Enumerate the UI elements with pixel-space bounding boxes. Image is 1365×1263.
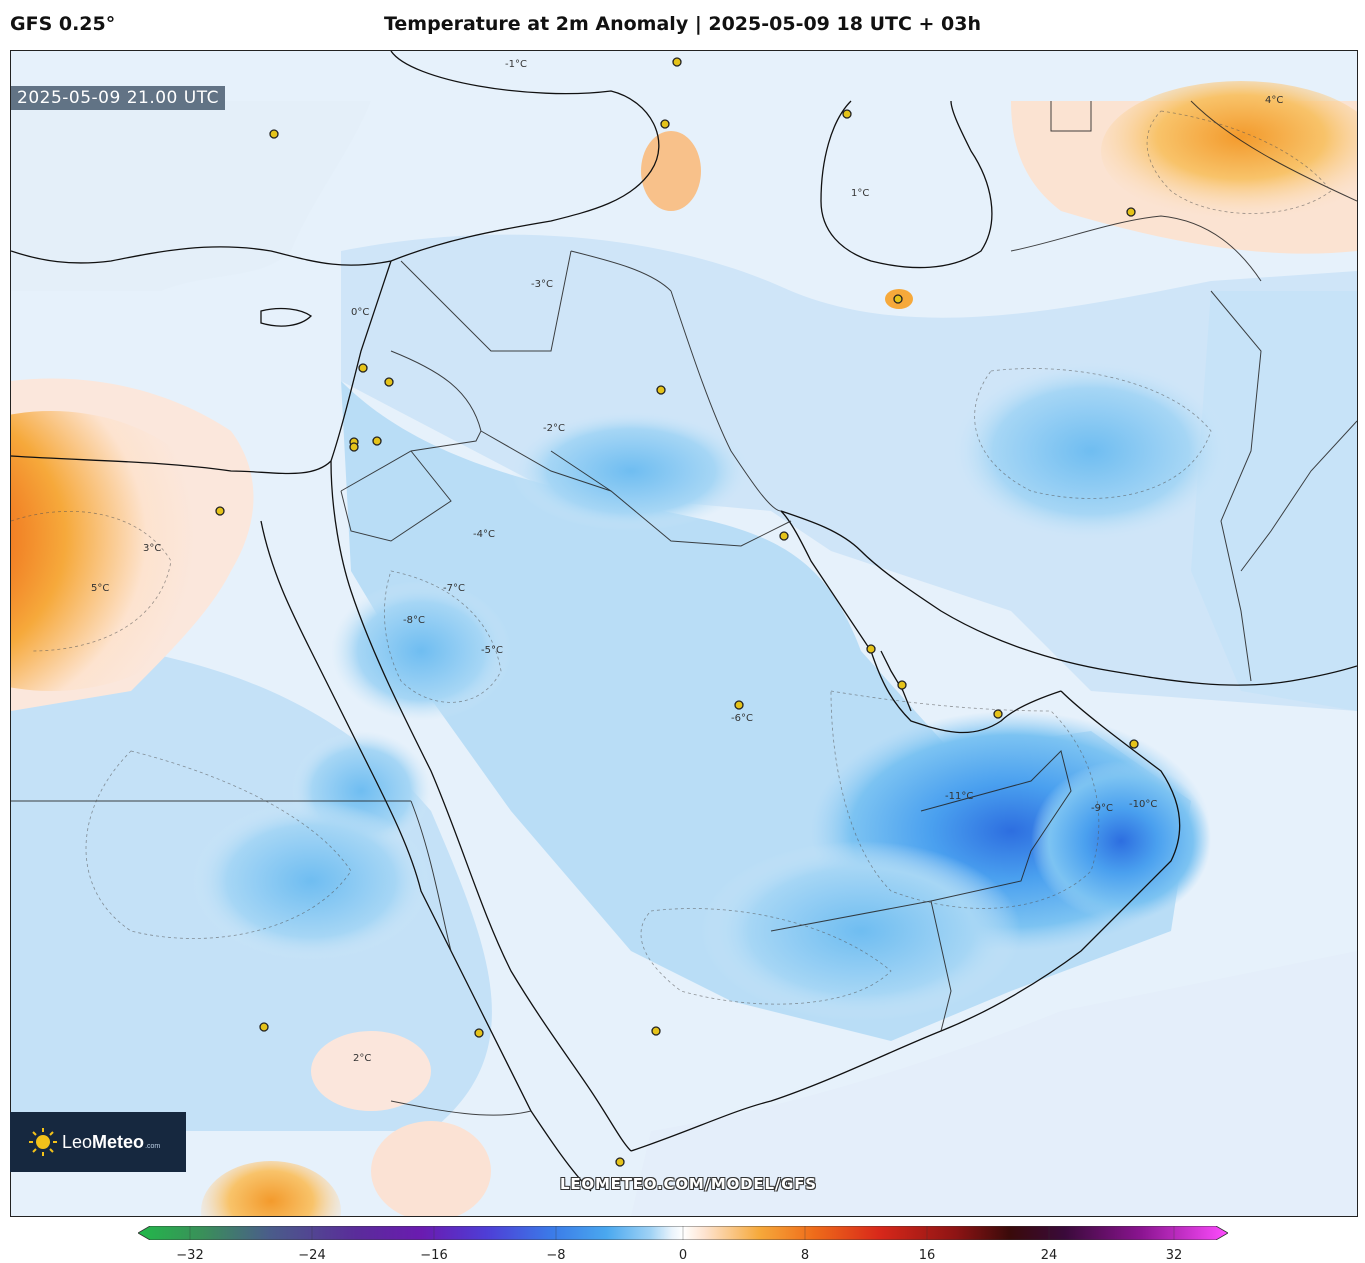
sun-icon xyxy=(29,1128,57,1156)
valid-time-label: 2025-05-09 21.00 UTC xyxy=(11,86,225,110)
cold-core-south-arabia xyxy=(701,841,1021,1021)
city-dot[interactable] xyxy=(842,109,852,119)
map-title: Temperature at 2m Anomaly | 2025-05-09 1… xyxy=(383,13,982,35)
contour-label: -6°C xyxy=(731,713,753,724)
colorbar-tick: 0 xyxy=(678,1248,688,1263)
contour-label: -9°C xyxy=(1091,803,1113,814)
warm-sudan-south xyxy=(311,1031,431,1111)
city-dot[interactable] xyxy=(993,709,1003,719)
contour-label: -11°C xyxy=(945,791,973,802)
city-dot[interactable] xyxy=(660,119,670,129)
warm-caucasus xyxy=(641,131,701,211)
logo-name-bold: Meteo xyxy=(92,1131,145,1152)
cold-core-oman xyxy=(1031,761,1211,921)
city-dot[interactable] xyxy=(349,442,359,452)
colorbar-tick: −16 xyxy=(420,1248,448,1263)
field-cool-north xyxy=(341,234,1357,711)
cold-core-hejaz xyxy=(331,581,511,721)
contour-labels: -1°C 0°C 1°C -2°C -3°C -4°C -5°C -6°C -7… xyxy=(91,59,1283,1064)
city-dot[interactable] xyxy=(259,1022,269,1032)
city-dot[interactable] xyxy=(1129,739,1139,749)
contour-label: -1°C xyxy=(505,59,527,70)
city-dot[interactable] xyxy=(269,129,279,139)
contour-label: 0°C xyxy=(351,307,369,318)
hot-core-ethiopia xyxy=(201,1161,341,1216)
city-dot[interactable] xyxy=(893,294,903,304)
city-dot[interactable] xyxy=(358,363,368,373)
warm-eritrea xyxy=(371,1121,491,1216)
model-label: GFS 0.25° xyxy=(10,13,116,35)
city-dot[interactable] xyxy=(672,57,682,67)
logo-text: LeoMeteo xyxy=(62,1132,144,1153)
field-cool-pakistan xyxy=(1191,291,1357,711)
city-dot[interactable] xyxy=(474,1028,484,1038)
cold-core-syria xyxy=(511,411,751,531)
contour-label: 3°C xyxy=(143,543,161,554)
hot-core-central-asia xyxy=(1101,81,1357,221)
cold-core-iran xyxy=(951,361,1231,541)
colorbar-tick: 8 xyxy=(800,1248,810,1263)
borders xyxy=(11,100,1357,1116)
colorbar-tick: −32 xyxy=(176,1248,204,1263)
contour-label: 2°C xyxy=(353,1053,371,1064)
city-dot[interactable] xyxy=(897,680,907,690)
anomaly-map: -1°C 0°C 1°C -2°C -3°C -4°C -5°C -6°C -7… xyxy=(11,51,1357,1216)
contour-label: -4°C xyxy=(473,529,495,540)
city-dot[interactable] xyxy=(215,506,225,516)
city-dot[interactable] xyxy=(656,385,666,395)
sea-arabian xyxy=(631,951,1357,1216)
sea-aegean xyxy=(11,101,371,291)
contour-label: -10°C xyxy=(1129,799,1157,810)
city-dot[interactable] xyxy=(779,531,789,541)
colorbar-tick: −8 xyxy=(546,1248,566,1263)
city-dot[interactable] xyxy=(372,436,382,446)
logo-name-light: Leo xyxy=(62,1131,93,1152)
contour-label: 5°C xyxy=(91,583,109,594)
cold-core-sudan xyxy=(191,801,431,961)
contour-label: -5°C xyxy=(481,645,503,656)
city-dot[interactable] xyxy=(866,644,876,654)
coastlines xyxy=(11,51,1357,1192)
colorbar-tick: 16 xyxy=(918,1248,936,1263)
contour-label: -2°C xyxy=(543,423,565,434)
city-dot[interactable] xyxy=(615,1157,625,1167)
map-panel[interactable]: -1°C 0°C 1°C -2°C -3°C -4°C -5°C -6°C -7… xyxy=(10,50,1358,1217)
contour-label: 1°C xyxy=(851,188,869,199)
city-dot[interactable] xyxy=(651,1026,661,1036)
city-markers xyxy=(215,57,1139,1167)
colorbar-tick: −24 xyxy=(298,1248,326,1263)
contour-label: 4°C xyxy=(1265,95,1283,106)
leometeo-logo[interactable]: LeoMeteo .com xyxy=(10,1112,186,1172)
contour-label: -8°C xyxy=(403,615,425,626)
colorbar xyxy=(138,1226,1228,1240)
source-watermark: LEOMETEO.COM/MODEL/GFS xyxy=(560,1175,817,1193)
contour-lines xyxy=(11,110,1332,1005)
city-dot[interactable] xyxy=(384,377,394,387)
logo-domain: .com xyxy=(145,1142,161,1150)
city-dot[interactable] xyxy=(734,700,744,710)
city-dot[interactable] xyxy=(1126,207,1136,217)
colorbar-tick: 24 xyxy=(1040,1248,1058,1263)
hot-core-egypt xyxy=(11,411,231,691)
contour-label: -3°C xyxy=(531,279,553,290)
colorbar-tick: 32 xyxy=(1165,1248,1183,1263)
contour-label: -7°C xyxy=(443,583,465,594)
